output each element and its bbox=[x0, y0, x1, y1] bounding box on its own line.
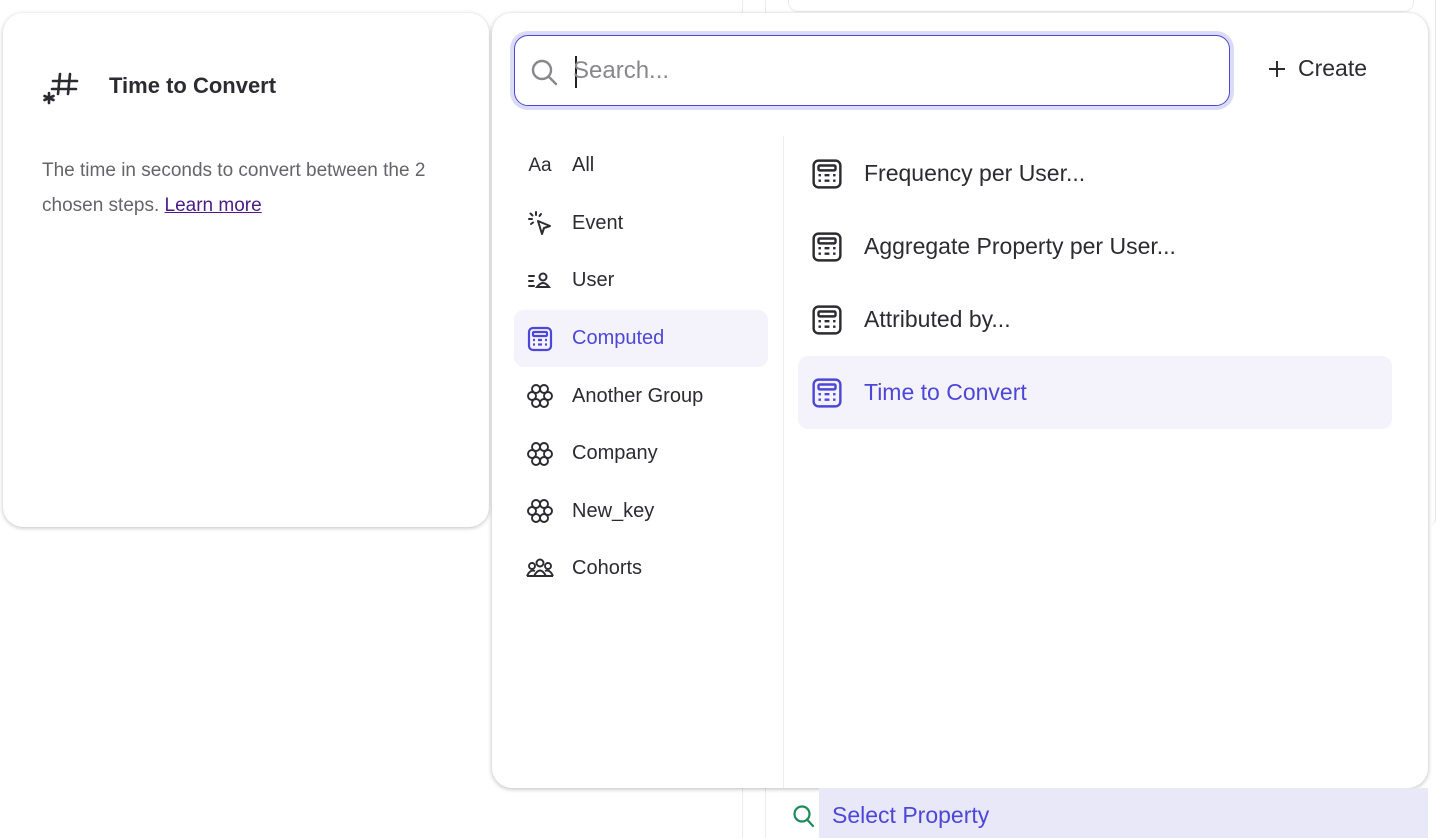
select-property-button[interactable]: Select Property bbox=[819, 788, 1428, 838]
user-list-icon bbox=[528, 272, 552, 288]
category-event[interactable]: Event bbox=[514, 195, 768, 253]
category-new-key[interactable]: New_key bbox=[514, 483, 768, 541]
detail-title: Time to Convert bbox=[109, 73, 277, 98]
learn-more-link[interactable]: Learn more bbox=[164, 195, 262, 216]
search-input[interactable] bbox=[573, 50, 1193, 92]
group-icon bbox=[527, 499, 553, 524]
list-item[interactable]: Aggregate Property per User... bbox=[798, 210, 1392, 283]
detail-description: The time in seconds to convert between t… bbox=[42, 160, 426, 216]
create-button[interactable]: Create bbox=[1268, 55, 1367, 82]
list-item[interactable]: Attributed by... bbox=[798, 283, 1392, 356]
hash-computed-icon bbox=[43, 72, 79, 105]
group-icon bbox=[527, 384, 553, 409]
category-computed[interactable]: Computed bbox=[514, 309, 768, 368]
calculator-icon bbox=[527, 326, 553, 351]
category-company[interactable]: Company bbox=[514, 425, 768, 483]
category-another-group[interactable]: Another Group bbox=[514, 367, 768, 425]
cursor-click-icon bbox=[528, 211, 551, 236]
search-box bbox=[510, 31, 1234, 110]
background-card-edge bbox=[1428, 0, 1436, 526]
list-item[interactable]: Frequency per User... bbox=[798, 137, 1392, 210]
list-item-selected[interactable]: Time to Convert bbox=[798, 356, 1392, 429]
calculator-icon bbox=[812, 377, 842, 408]
search-icon bbox=[531, 59, 558, 86]
column-divider bbox=[783, 136, 784, 788]
property-picker-dropdown: Create Aa All Event User Computed Anothe… bbox=[492, 13, 1428, 788]
background-card bbox=[788, 0, 1414, 12]
category-all[interactable]: Aa All bbox=[514, 137, 768, 195]
search-icon bbox=[793, 805, 815, 828]
property-detail-card: Time to Convert The time in seconds to c… bbox=[3, 13, 489, 527]
calculator-icon bbox=[812, 231, 842, 262]
computed-property-list: Frequency per User... Aggregate Property… bbox=[798, 137, 1392, 429]
text-aa-icon: Aa bbox=[528, 154, 552, 176]
category-cohorts[interactable]: Cohorts bbox=[514, 540, 768, 598]
cohorts-icon bbox=[526, 558, 554, 577]
group-icon bbox=[527, 441, 553, 466]
calculator-icon bbox=[812, 304, 842, 335]
category-user[interactable]: User bbox=[514, 252, 768, 310]
plus-icon bbox=[1269, 60, 1285, 77]
category-nav: Aa All Event User Computed Another Group… bbox=[514, 137, 768, 598]
calculator-icon bbox=[812, 158, 842, 189]
